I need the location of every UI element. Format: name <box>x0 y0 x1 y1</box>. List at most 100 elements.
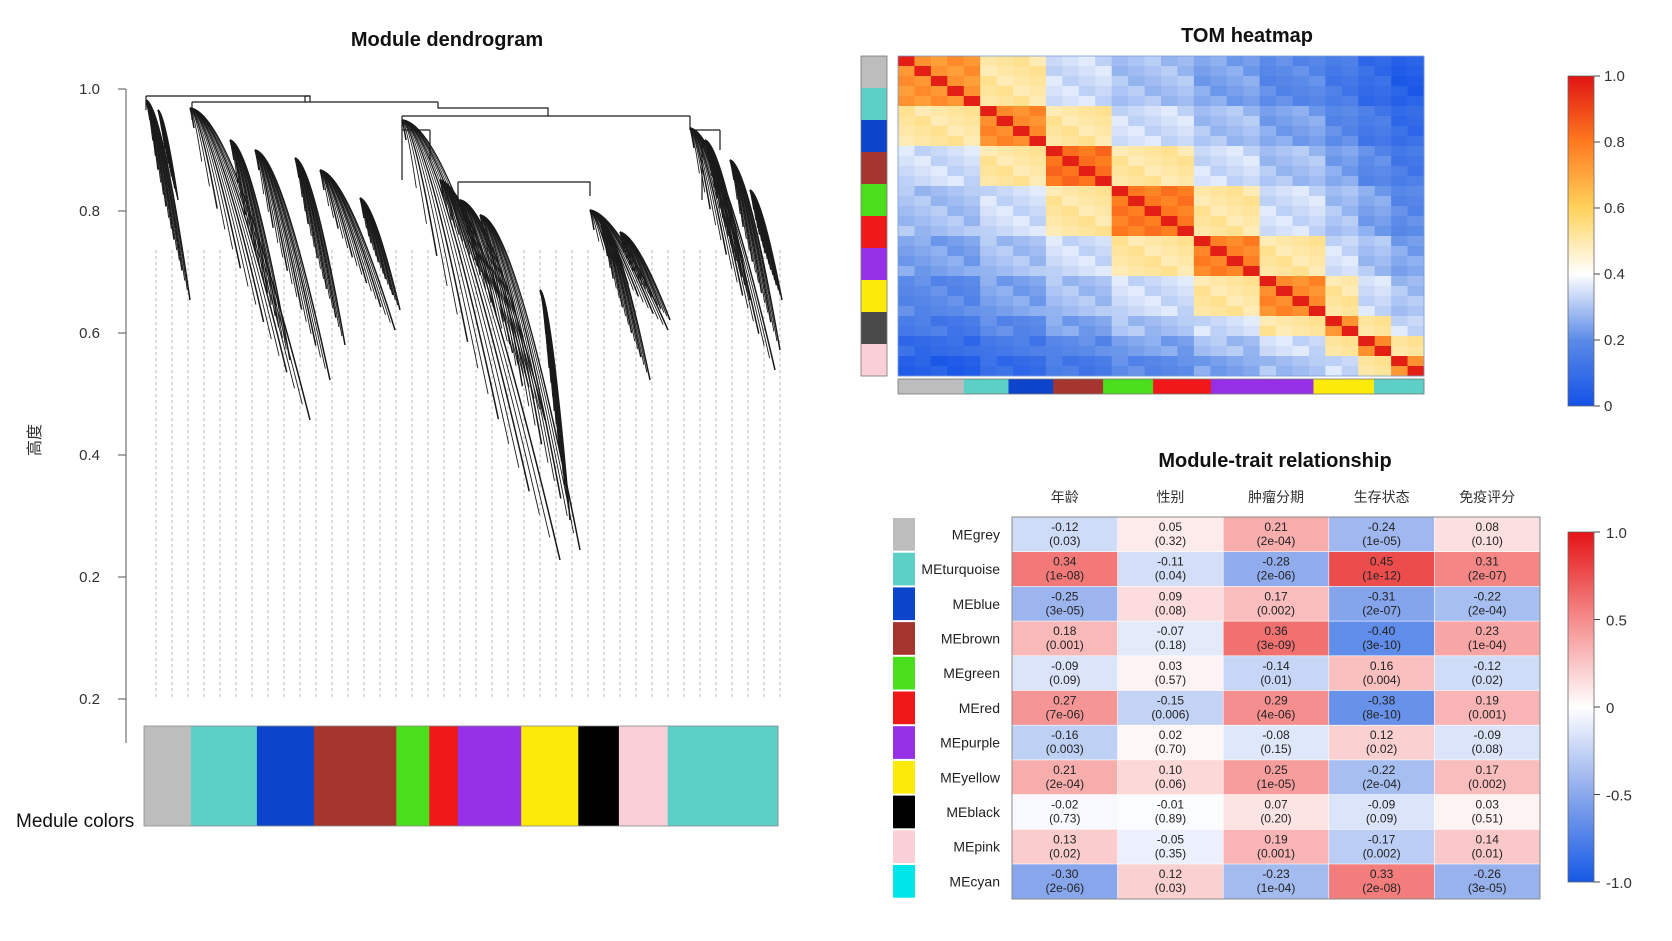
tom-cell <box>1029 296 1047 307</box>
tom-cell <box>1276 366 1293 377</box>
correlation-cell <box>1328 724 1436 761</box>
tom-cell <box>1013 196 1030 207</box>
tom-cell <box>1407 366 1425 377</box>
tom-cell <box>1095 336 1112 347</box>
tom-cell <box>1144 306 1162 317</box>
tom-cell <box>1193 236 1211 247</box>
tom-cell <box>1029 306 1047 317</box>
tom-cell <box>1243 296 1260 307</box>
tom-cell <box>898 326 915 337</box>
tom-cell <box>996 256 1014 267</box>
tom-cell <box>1062 66 1080 77</box>
tom-cell <box>1013 236 1030 247</box>
tom-cell <box>1292 126 1310 137</box>
tom-cell <box>1259 96 1277 107</box>
tom-cell <box>914 226 932 237</box>
dendrogram-branch <box>401 119 469 342</box>
correlation-value: 0.19 <box>1264 832 1288 846</box>
tom-cell <box>996 56 1014 67</box>
correlation-cell <box>1117 759 1224 796</box>
correlation-cell <box>1222 794 1330 830</box>
correlation-value: -0.24 <box>1368 520 1396 534</box>
tom-cell <box>1226 366 1244 377</box>
tom-cell <box>1078 106 1096 117</box>
p-value: (0.001) <box>1257 846 1295 860</box>
tom-cell <box>1391 316 1408 327</box>
tom-cell <box>1259 166 1277 177</box>
correlation-cell <box>1117 863 1224 900</box>
p-value: (3e-05) <box>1045 603 1084 617</box>
tom-cell <box>1292 366 1310 377</box>
tom-cell <box>1358 246 1375 257</box>
tom-cell <box>1045 366 1063 377</box>
correlation-value: 0.18 <box>1053 624 1077 638</box>
tom-cell <box>1111 196 1129 207</box>
tom-cell <box>1325 296 1343 307</box>
tom-cell <box>1013 116 1030 127</box>
trait-header: 肿瘤分期 <box>1248 489 1304 506</box>
tom-cell <box>1177 306 1195 317</box>
tom-bottom-segment-blue <box>1008 379 1054 394</box>
tom-cell <box>1078 76 1096 87</box>
tom-bottom-segment-green <box>1103 379 1154 394</box>
tom-cell <box>1308 106 1326 117</box>
tom-cell <box>1078 66 1096 77</box>
tom-cell <box>980 356 997 367</box>
tom-cell <box>1111 346 1129 357</box>
module-row-label: MEblue <box>953 596 1001 612</box>
tom-cell <box>1013 306 1030 317</box>
tom-cell <box>1111 326 1129 337</box>
tom-cell <box>1161 156 1178 167</box>
tom-cell <box>1062 156 1080 167</box>
dendrogram-branch <box>157 109 179 201</box>
tom-cell <box>1292 196 1310 207</box>
tom-bottom-segment-brown <box>1053 379 1104 394</box>
tom-cell <box>1325 106 1343 117</box>
tom-cell <box>914 236 932 247</box>
tom-cell <box>1308 216 1326 227</box>
tom-cell <box>996 266 1014 277</box>
tom-cell <box>1341 226 1359 237</box>
tom-cell <box>1243 126 1260 137</box>
tom-cell <box>1226 336 1244 347</box>
tom-cell <box>1210 206 1228 217</box>
tom-cell <box>996 146 1014 157</box>
tom-cell <box>1226 316 1244 327</box>
tom-cell <box>980 316 997 327</box>
tom-cell <box>1144 186 1162 197</box>
tom-cell <box>1341 246 1359 257</box>
tom-cell <box>1358 56 1375 67</box>
tom-cell <box>1374 66 1392 77</box>
tom-cell <box>1325 226 1343 237</box>
correlation-colorbar <box>1567 531 1595 883</box>
correlation-cell <box>1434 586 1541 622</box>
tom-cell <box>1243 186 1260 197</box>
tom-cell <box>1259 296 1277 307</box>
correlation-value: -0.08 <box>1262 728 1290 742</box>
p-value: (2e-08) <box>1362 881 1401 895</box>
tom-cell <box>1177 196 1195 207</box>
tom-cell <box>1161 96 1178 107</box>
module-color-segment-black <box>578 726 620 826</box>
tom-cell <box>1095 56 1112 67</box>
tom-cell <box>1078 126 1096 137</box>
tom-cell <box>1210 186 1228 197</box>
tom-cell <box>1144 226 1162 237</box>
tom-cell <box>1177 336 1195 347</box>
tom-cell <box>1226 296 1244 307</box>
tom-cell <box>1374 346 1392 357</box>
tom-side-segment-turquoise <box>861 88 887 121</box>
dendrogram-branch <box>619 231 671 321</box>
tom-cell <box>980 296 997 307</box>
tom-cell <box>980 106 997 117</box>
p-value: (3e-05) <box>1468 881 1507 895</box>
tom-cell <box>1374 326 1392 337</box>
tom-cell <box>1045 236 1063 247</box>
tom-cell <box>1407 286 1425 297</box>
tom-cell <box>1095 326 1112 337</box>
tom-cell <box>1358 316 1375 327</box>
tom-cell <box>914 216 932 227</box>
tom-cell <box>947 86 965 97</box>
tom-cell <box>914 306 932 317</box>
y-tick-label: 0.2 <box>79 569 100 586</box>
